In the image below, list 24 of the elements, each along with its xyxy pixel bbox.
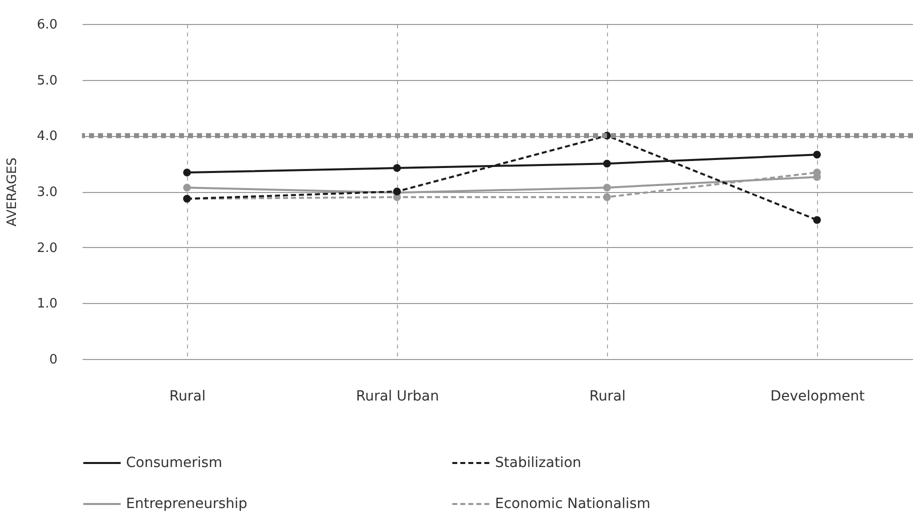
point	[603, 184, 611, 192]
y-tick-label: 1.0	[36, 296, 58, 312]
y-tick-label: 4.0	[36, 129, 58, 144]
legend-label: Consumerism	[126, 455, 222, 471]
y-tick-label: 3.0	[36, 185, 58, 200]
y-tick-label: 6.0	[36, 18, 58, 32]
y-tick-label: 5.0	[36, 73, 58, 88]
y-tick-label: 2.0	[36, 240, 58, 256]
y-axis-title: AVERAGES	[4, 158, 20, 226]
point	[603, 193, 611, 201]
point	[813, 216, 821, 224]
legend-label: Economic Nationalism	[495, 496, 650, 512]
x-tick-label: Rural	[589, 388, 626, 404]
legend-label: Stabilization	[495, 455, 582, 471]
x-tick-label: Rural	[169, 388, 206, 404]
point	[393, 164, 401, 172]
point	[183, 184, 191, 192]
point	[603, 160, 611, 168]
x-tick-label: Rural Urban	[356, 388, 439, 404]
y-tick-label: 0	[49, 352, 58, 368]
x-tick-label: Development	[770, 388, 866, 404]
point	[813, 150, 821, 159]
point	[183, 168, 191, 176]
legend-label: Entrepreneurship	[126, 496, 248, 512]
